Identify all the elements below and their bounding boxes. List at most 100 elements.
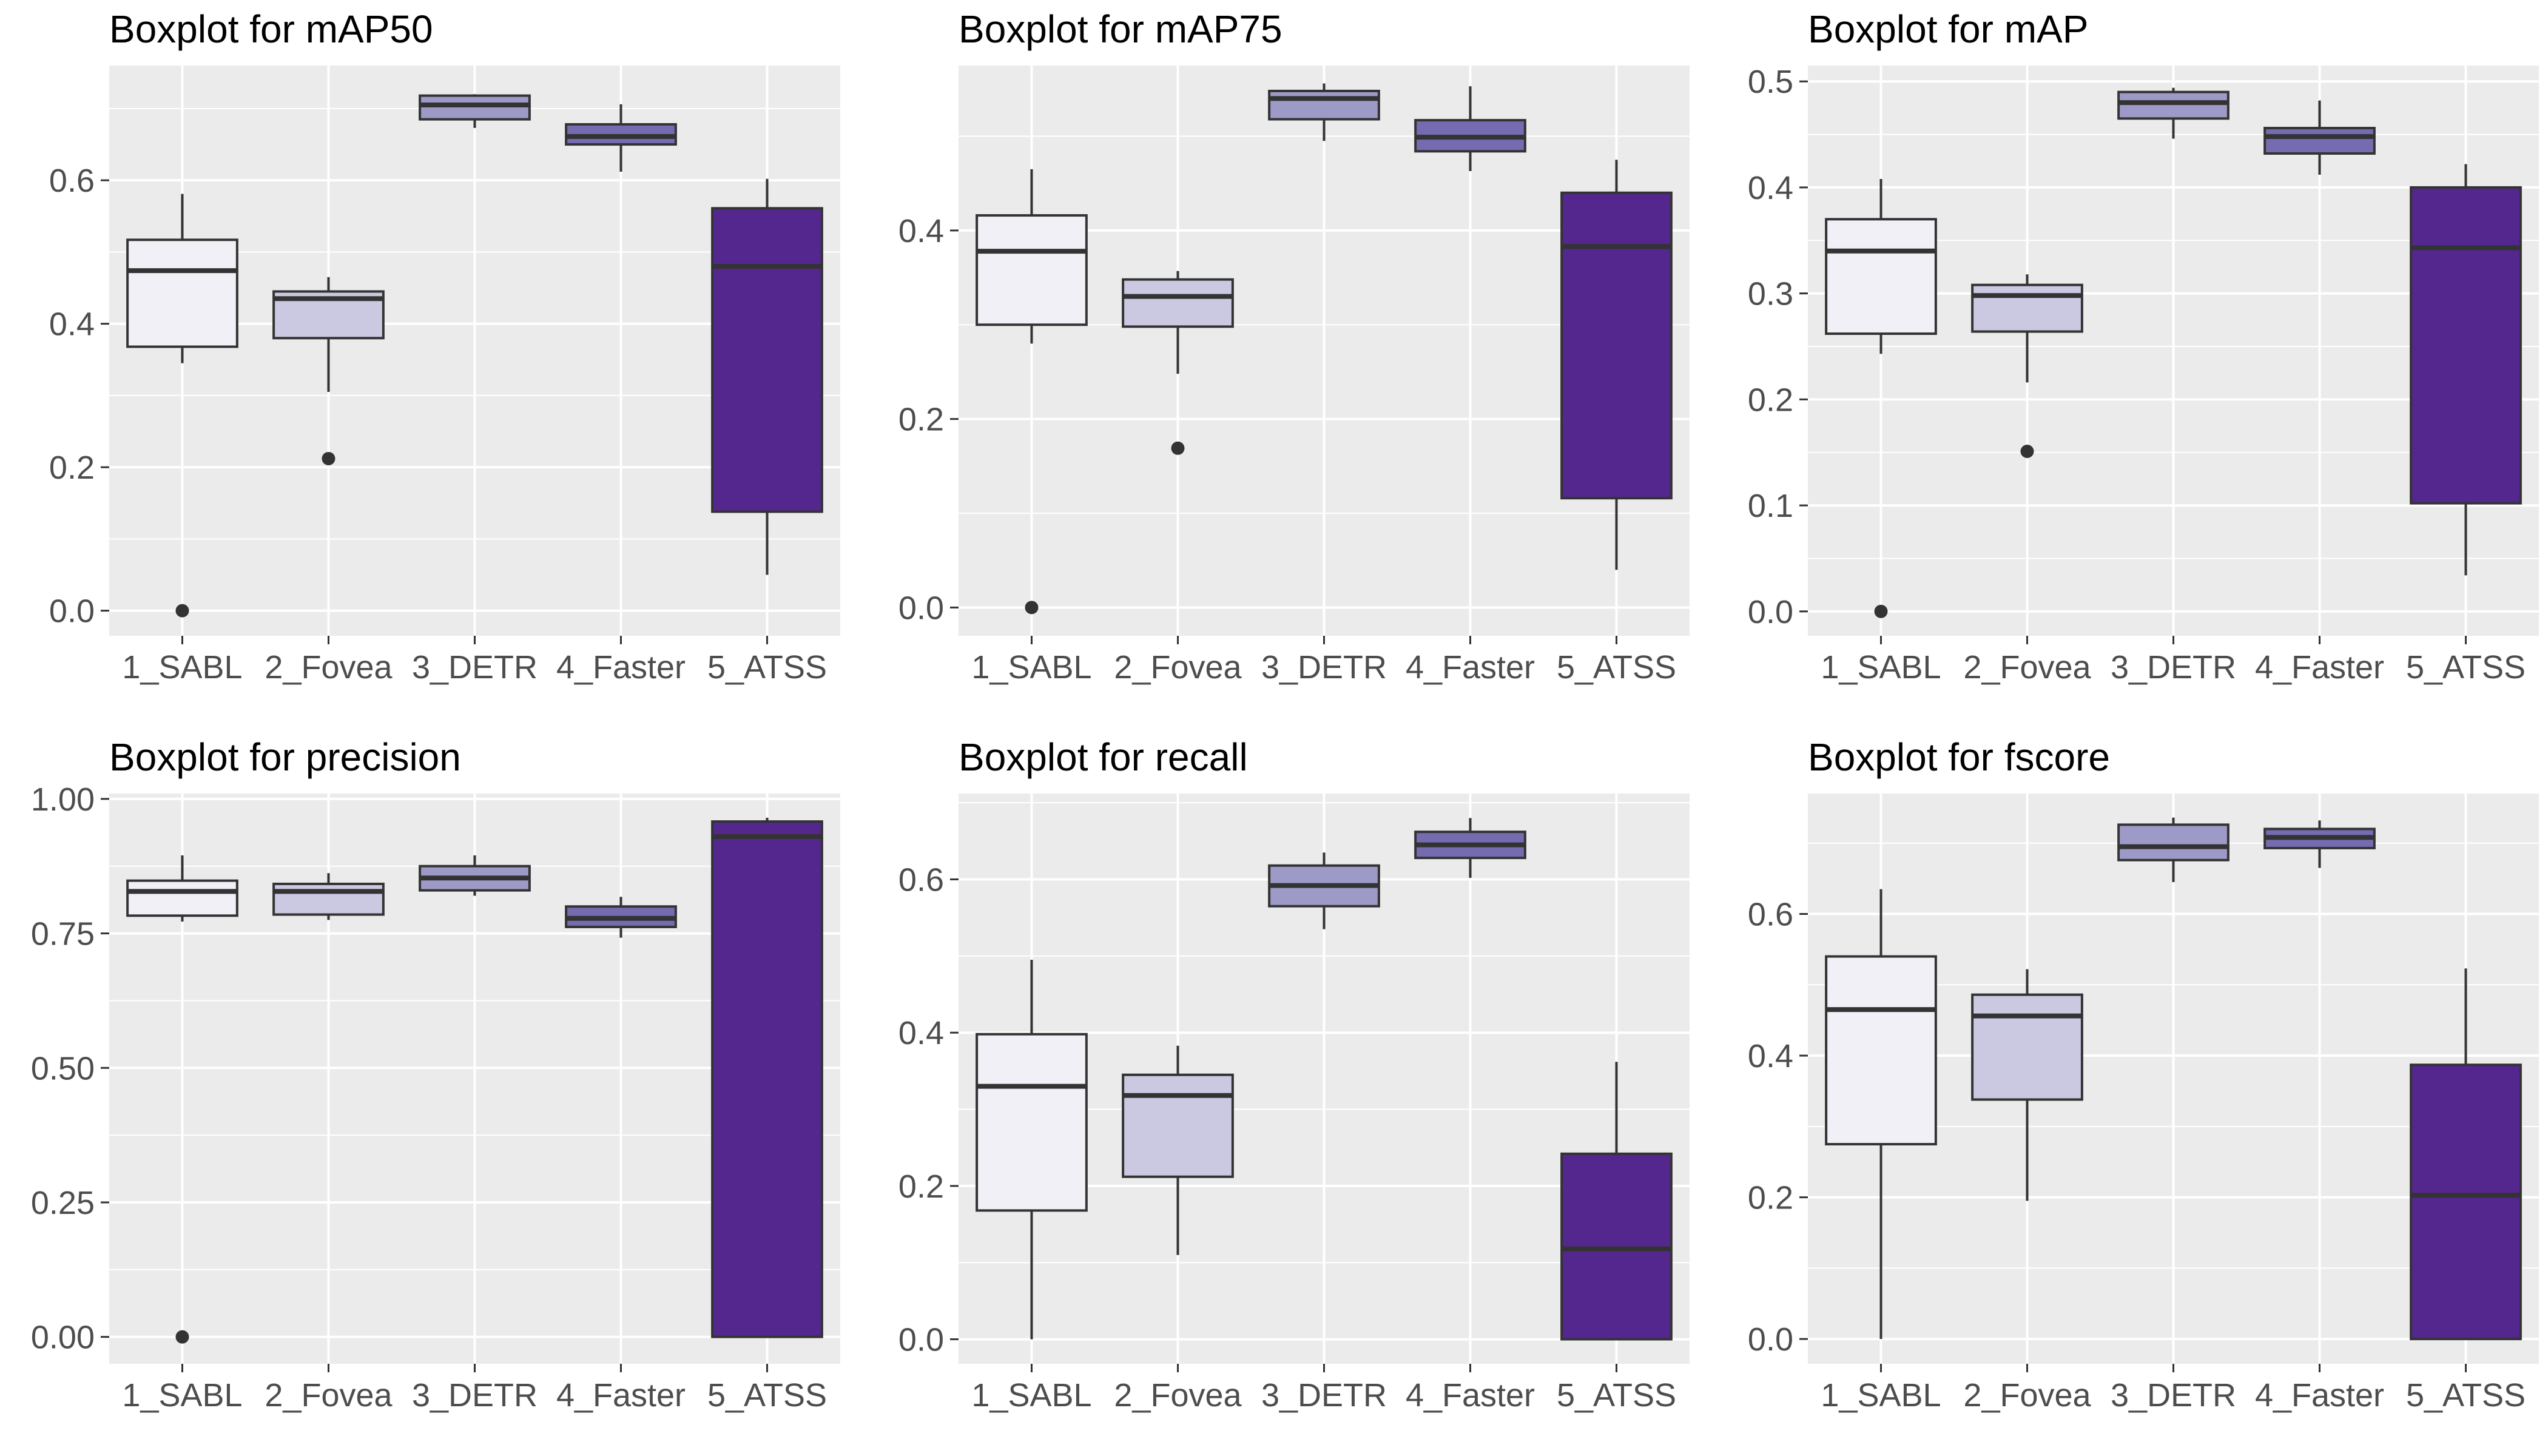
y-tick-label: 0.4 bbox=[1748, 1038, 1793, 1074]
y-tick-label: 0.6 bbox=[49, 163, 95, 199]
box-2_Fovea bbox=[272, 873, 385, 920]
box-iqr bbox=[1560, 191, 1673, 500]
y-tick-label: 0.2 bbox=[49, 450, 95, 486]
box-iqr bbox=[1268, 89, 1380, 121]
box-iqr bbox=[1825, 218, 1937, 335]
x-tick-label: 5_ATSS bbox=[1557, 1377, 1676, 1414]
box-5_ATSS bbox=[1560, 1062, 1673, 1341]
box-iqr bbox=[2263, 127, 2376, 155]
box-iqr bbox=[419, 94, 531, 121]
box-iqr bbox=[126, 238, 238, 348]
box-3_DETR bbox=[2117, 87, 2230, 139]
panel-title: Boxplot for fscore bbox=[1808, 735, 2110, 779]
box-4_Faster bbox=[2263, 820, 2376, 868]
boxplot-svg: 0.0 0.2 0.4 0.6 1_SABL 2_Fovea 3_DETR 4_Faster 5… bbox=[898, 735, 1690, 1414]
outlier-point bbox=[1025, 601, 1039, 615]
x-tick-label: 2_Fovea bbox=[1963, 1377, 2091, 1414]
x-tick-label: 3_DETR bbox=[2111, 649, 2236, 686]
box-2_Fovea bbox=[1971, 969, 2083, 1201]
x-tick-label: 4_Faster bbox=[1406, 1377, 1535, 1414]
y-tick-label: 0.0 bbox=[1748, 1321, 1793, 1358]
y-tick-label: 0.6 bbox=[898, 862, 944, 898]
x-tick-label: 4_Faster bbox=[556, 649, 686, 686]
boxplot-svg: 0.0 0.2 0.4 1_SABL 2_Fovea 3_DETR 4_Faster 5_AT… bbox=[898, 7, 1690, 686]
y-tick-label: 0.0 bbox=[1748, 594, 1793, 630]
box-iqr bbox=[2117, 90, 2230, 120]
y-tick-label: 0.2 bbox=[1748, 382, 1793, 418]
boxplot-panel: 0.0 0.2 0.4 0.6 1_SABL 2_Fovea 3_DETR 4_Faster 5… bbox=[1699, 728, 2548, 1456]
box-iqr bbox=[272, 882, 385, 916]
box-5_ATSS bbox=[711, 178, 823, 575]
x-tick-label: 3_DETR bbox=[412, 649, 538, 686]
box-iqr bbox=[1122, 1073, 1234, 1178]
boxplot-panel: 0.0 0.2 0.4 1_SABL 2_Fovea 3_DETR 4_Faster 5_AT… bbox=[849, 0, 1699, 728]
y-tick-label: 0.25 bbox=[31, 1185, 95, 1221]
box-iqr bbox=[711, 820, 823, 1338]
outlier-point bbox=[175, 604, 189, 618]
x-tick-label: 3_DETR bbox=[1261, 649, 1387, 686]
x-tick-label: 1_SABL bbox=[971, 1377, 1091, 1414]
x-tick-label: 3_DETR bbox=[412, 1377, 538, 1414]
outlier-point bbox=[2020, 444, 2034, 458]
box-5_ATSS bbox=[2410, 164, 2522, 576]
y-tick-label: 1.00 bbox=[31, 781, 95, 818]
box-4_Faster bbox=[565, 104, 677, 172]
x-tick-label: 1_SABL bbox=[971, 649, 1091, 686]
box-3_DETR bbox=[419, 94, 531, 128]
box-iqr bbox=[976, 214, 1088, 326]
x-tick-label: 5_ATSS bbox=[1557, 649, 1676, 686]
x-tick-label: 5_ATSS bbox=[707, 649, 827, 686]
x-tick-label: 1_SABL bbox=[1821, 1377, 1941, 1414]
y-tick-label: 0.2 bbox=[898, 402, 944, 438]
y-tick-label: 0.4 bbox=[898, 213, 944, 249]
outlier-point bbox=[1874, 604, 1888, 618]
boxplot-svg: 0.00 0.25 0.50 0.75 1.00 1_SABL 2_Fovea 3_DETR 4… bbox=[31, 735, 840, 1414]
x-tick-label: 5_ATSS bbox=[2406, 1377, 2526, 1414]
boxplot-panel: 0.0 0.2 0.4 0.6 1_SABL 2_Fovea 3_DETR 4_Faster 5… bbox=[849, 728, 1699, 1456]
box-5_ATSS bbox=[1560, 160, 1673, 570]
box-1_SABL bbox=[976, 169, 1088, 615]
outlier-point bbox=[175, 1330, 189, 1344]
x-tick-label: 2_Fovea bbox=[1114, 1377, 1242, 1414]
box-1_SABL bbox=[1825, 178, 1937, 618]
y-tick-label: 0.75 bbox=[31, 916, 95, 952]
x-tick-label: 1_SABL bbox=[122, 1377, 242, 1414]
box-2_Fovea bbox=[1971, 274, 2083, 458]
box-4_Faster bbox=[1414, 818, 1526, 878]
panel-title: Boxplot for precision bbox=[109, 735, 461, 779]
x-tick-label: 1_SABL bbox=[122, 649, 242, 686]
x-tick-label: 2_Fovea bbox=[265, 649, 393, 686]
y-tick-label: 0.6 bbox=[1748, 897, 1793, 933]
box-4_Faster bbox=[1414, 86, 1526, 172]
x-tick-label: 5_ATSS bbox=[707, 1377, 827, 1414]
box-1_SABL bbox=[976, 960, 1088, 1340]
box-iqr bbox=[2117, 823, 2230, 861]
y-tick-label: 0.5 bbox=[1748, 64, 1793, 100]
box-1_SABL bbox=[126, 194, 238, 618]
x-tick-label: 5_ATSS bbox=[2406, 649, 2526, 686]
y-tick-label: 0.50 bbox=[31, 1050, 95, 1087]
box-3_DETR bbox=[1268, 852, 1380, 929]
boxplot-panel: 0.0 0.1 0.2 0.3 0.4 0.5 1_SABL 2_Fovea 3_DETR 4_F… bbox=[1699, 0, 2548, 728]
panel-title: Boxplot for recall bbox=[959, 735, 1248, 779]
box-3_DETR bbox=[1268, 83, 1380, 141]
y-tick-label: 0.0 bbox=[898, 590, 944, 626]
y-tick-label: 0.4 bbox=[49, 306, 95, 343]
box-1_SABL bbox=[126, 855, 238, 1344]
box-iqr bbox=[711, 207, 823, 513]
y-tick-label: 0.1 bbox=[1748, 488, 1793, 524]
box-iqr bbox=[1971, 283, 2083, 333]
panel-title: Boxplot for mAP bbox=[1808, 7, 2088, 51]
box-2_Fovea bbox=[1122, 271, 1234, 455]
box-iqr bbox=[2410, 186, 2522, 505]
box-3_DETR bbox=[419, 855, 531, 896]
box-1_SABL bbox=[1825, 889, 1937, 1340]
box-4_Faster bbox=[2263, 100, 2376, 175]
panel-title: Boxplot for mAP75 bbox=[959, 7, 1282, 51]
y-tick-label: 0.2 bbox=[898, 1168, 944, 1205]
panel-title: Boxplot for mAP50 bbox=[109, 7, 433, 51]
box-5_ATSS bbox=[2410, 968, 2522, 1341]
boxplot-svg: 0.0 0.2 0.4 0.6 1_SABL 2_Fovea 3_DETR 4_Faster 5… bbox=[1748, 735, 2539, 1414]
box-iqr bbox=[1825, 955, 1937, 1146]
